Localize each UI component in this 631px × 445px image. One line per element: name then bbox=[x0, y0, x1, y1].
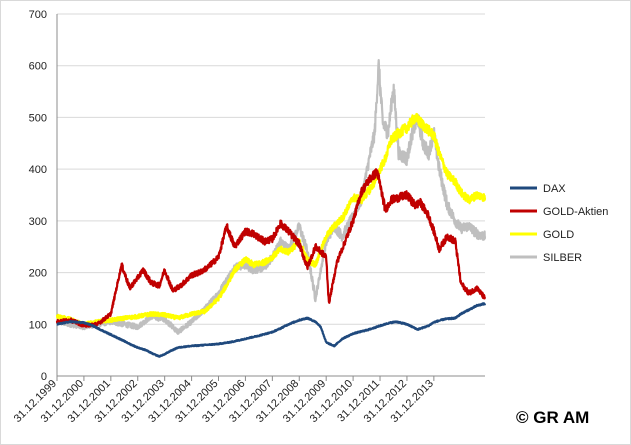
y-tick-label: 400 bbox=[29, 164, 47, 176]
series-line-gold bbox=[55, 112, 487, 327]
y-tick-label: 200 bbox=[29, 268, 47, 280]
y-tick-label: 700 bbox=[29, 9, 47, 21]
y-tick-label: 0 bbox=[41, 371, 47, 383]
legend-label-silber: SILBER bbox=[543, 252, 582, 264]
legend-label-dax: DAX bbox=[543, 183, 566, 195]
copyright-notice: © GR AM bbox=[516, 408, 590, 427]
legend-label-gold: GOLD bbox=[543, 229, 574, 241]
x-axis: 31.12.199931.12.200031.12.200131.12.2002… bbox=[12, 375, 485, 425]
y-tick-label: 300 bbox=[29, 216, 47, 228]
legend: DAX GOLD-Aktien GOLD SILBER bbox=[510, 183, 608, 264]
series-line-silber bbox=[55, 59, 487, 335]
legend-label-gold-aktien: GOLD-Aktien bbox=[543, 206, 608, 218]
series-line-dax bbox=[56, 302, 487, 358]
y-axis: 0 100 200 300 400 500 600 700 bbox=[29, 9, 58, 383]
y-tick-label: 600 bbox=[29, 61, 47, 73]
y-tick-label: 100 bbox=[29, 319, 47, 331]
series-line-gold-aktien bbox=[55, 168, 487, 328]
series-group bbox=[55, 59, 487, 358]
y-tick-label: 500 bbox=[29, 112, 47, 124]
